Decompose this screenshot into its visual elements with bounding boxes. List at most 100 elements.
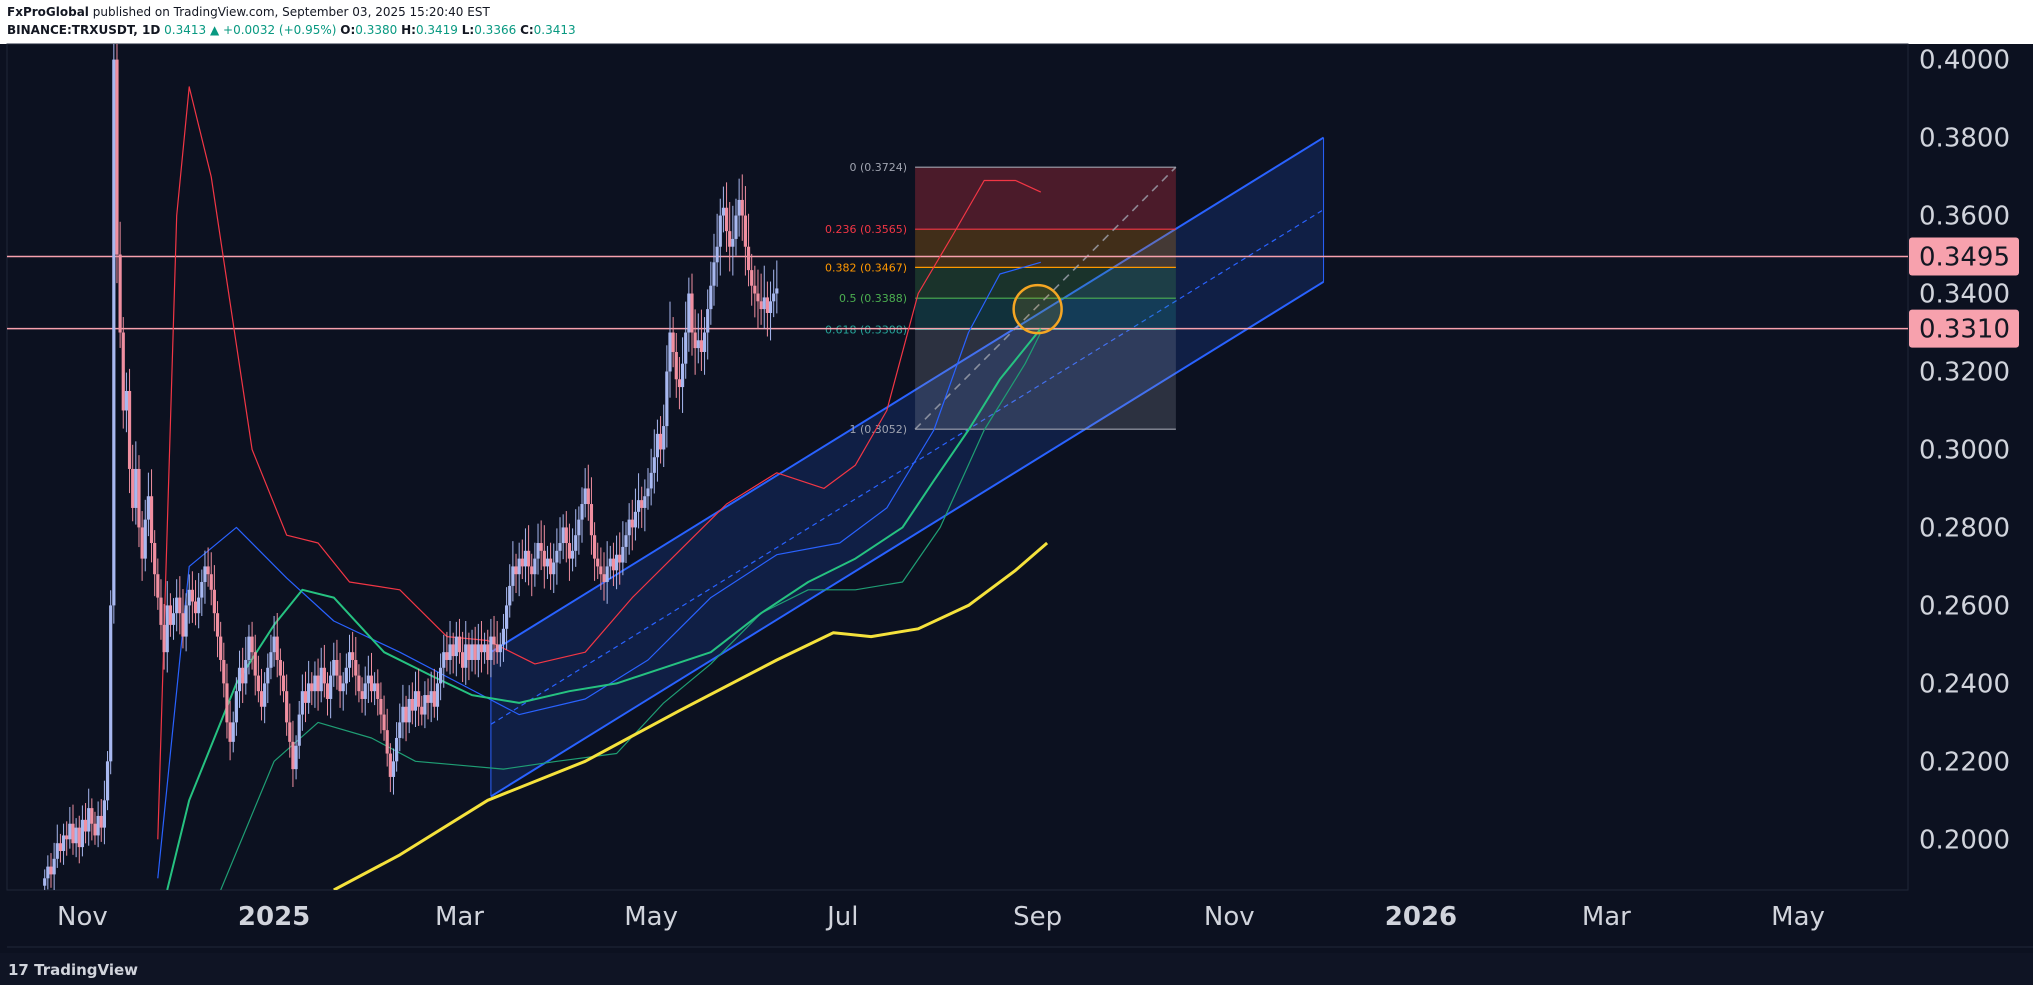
tradingview-logo-text: TradingView xyxy=(34,961,139,979)
candle-body xyxy=(46,866,50,879)
candle-body xyxy=(599,566,603,575)
candle-body xyxy=(724,207,729,232)
candle-body xyxy=(259,691,264,707)
candle-body xyxy=(643,496,647,508)
candle-body xyxy=(263,683,267,707)
candle-body xyxy=(709,285,713,310)
tradingview-logo[interactable]: 𝟭𝟳 TradingView xyxy=(8,961,138,979)
candle-body xyxy=(55,843,59,859)
level-badge-label-1: 0.3310 xyxy=(1919,315,2010,345)
candle-body xyxy=(417,691,421,707)
candle-body xyxy=(680,363,685,388)
publish-header: FxProGlobal published on TradingView.com… xyxy=(0,0,2033,44)
candle-body xyxy=(646,488,650,497)
candle-body xyxy=(275,636,279,660)
publisher-line: FxProGlobal published on TradingView.com… xyxy=(7,5,490,19)
y-tick-label: 0.2600 xyxy=(1919,591,2010,621)
plot-frame xyxy=(6,43,1909,891)
candle-body xyxy=(611,558,616,571)
candle-body xyxy=(517,558,521,575)
candle-body xyxy=(58,843,63,852)
candle-body xyxy=(165,605,169,653)
candle-body xyxy=(153,543,157,575)
candle-body xyxy=(508,585,512,606)
candle-body xyxy=(322,667,326,684)
candle-body xyxy=(115,59,119,255)
candle-body xyxy=(775,288,779,294)
candle-body xyxy=(420,706,424,715)
candle-body xyxy=(570,550,575,559)
candle-body xyxy=(624,535,628,547)
candle-body xyxy=(577,519,581,536)
candle-body xyxy=(68,823,72,840)
x-tick-label: Mar xyxy=(435,902,484,932)
plot-area: 0 (0.3724) 0.236 (0.3565) 0.382 (0.3467) 0.… xyxy=(7,44,1908,890)
level-badge-1 xyxy=(1909,309,2019,348)
bollinger-upper-line xyxy=(157,86,1042,840)
candle-body xyxy=(542,550,546,567)
y-tick-label: 0.2400 xyxy=(1919,669,2010,699)
candle-body xyxy=(457,636,462,653)
candle-body xyxy=(608,558,612,567)
candle-body xyxy=(630,519,634,528)
candle-body xyxy=(737,199,741,216)
publisher-name[interactable]: FxProGlobal xyxy=(7,5,89,19)
candle-body xyxy=(514,566,518,575)
close-label: C: xyxy=(520,23,534,37)
candle-body xyxy=(200,582,204,598)
candle-body xyxy=(583,488,587,505)
candle-body xyxy=(256,675,260,692)
candle-body xyxy=(80,819,85,848)
candle-body xyxy=(171,613,176,625)
candle-body xyxy=(552,562,556,575)
candle-body xyxy=(228,722,232,742)
candle-body xyxy=(404,706,408,723)
candle-body xyxy=(281,675,286,692)
ohlc-legend: BINANCE:TRXUSDT, 1D 0.3413 ▲ +0.0032 (+0… xyxy=(7,23,576,37)
highlight-circle xyxy=(1012,283,1063,335)
candle-body xyxy=(655,433,660,458)
candle-body xyxy=(168,605,172,625)
candle-body xyxy=(127,390,132,469)
candle-body xyxy=(665,371,669,427)
tradingview-logo-icon: 𝟭𝟳 xyxy=(8,961,29,979)
candle-body xyxy=(222,659,226,684)
x-tick-label: Nov xyxy=(57,902,108,932)
bollinger-lower-line xyxy=(220,332,1042,890)
candle-body xyxy=(310,683,314,692)
fib-zone-4 xyxy=(915,329,1176,430)
fib-label-0.5: 0.5 (0.3388) xyxy=(839,292,907,305)
x-tick-label: May xyxy=(624,902,678,932)
candle-body xyxy=(391,761,396,777)
candle-body xyxy=(495,644,499,653)
candle-body xyxy=(702,332,707,352)
candle-body xyxy=(602,574,606,583)
candle-body xyxy=(445,652,449,660)
candle-body xyxy=(618,554,622,563)
candle-body xyxy=(237,667,242,692)
candle-body xyxy=(633,511,638,528)
candle-body xyxy=(209,574,213,590)
level-badge-0 xyxy=(1909,237,2019,276)
candle-body xyxy=(244,659,248,684)
candle-body xyxy=(696,340,700,349)
candle-body xyxy=(470,644,474,660)
candle-body xyxy=(718,215,722,247)
candle-body xyxy=(520,558,524,567)
candle-body xyxy=(712,262,716,286)
footer-bar: 𝟭𝟳 TradingView xyxy=(0,953,2033,985)
candle-body xyxy=(690,293,694,333)
candle-body xyxy=(605,566,609,583)
x-tick-label: 2025 xyxy=(238,902,310,932)
candle-body xyxy=(483,644,487,653)
candle-body xyxy=(369,675,374,692)
fib-zone-0 xyxy=(915,167,1176,230)
open-value: 0.3380 xyxy=(355,23,398,37)
candle-body xyxy=(149,496,154,544)
low-value: 0.3366 xyxy=(474,23,517,37)
symbol-label[interactable]: BINANCE:TRXUSDT, 1D xyxy=(7,23,161,37)
candle-body xyxy=(715,246,719,263)
candle-body xyxy=(87,808,91,832)
candle-body xyxy=(146,496,150,520)
